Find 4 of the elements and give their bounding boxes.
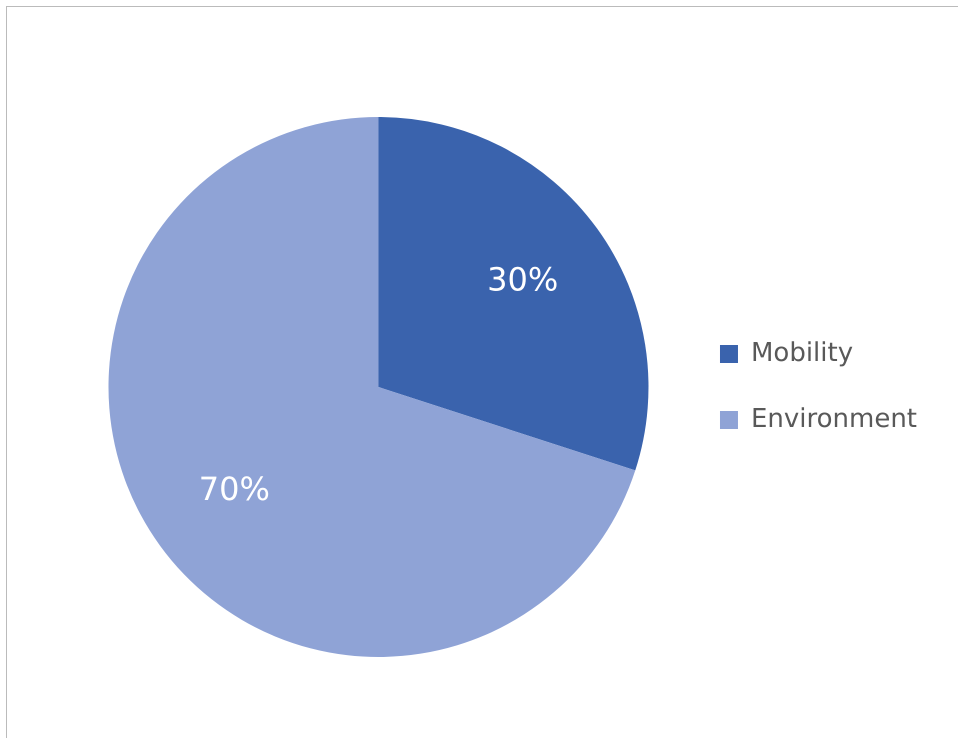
data-label: 30% — [487, 260, 558, 299]
legend-label: Mobility — [750, 338, 854, 368]
legend-label: Environment — [750, 404, 918, 434]
data-label: 70% — [198, 470, 270, 508]
